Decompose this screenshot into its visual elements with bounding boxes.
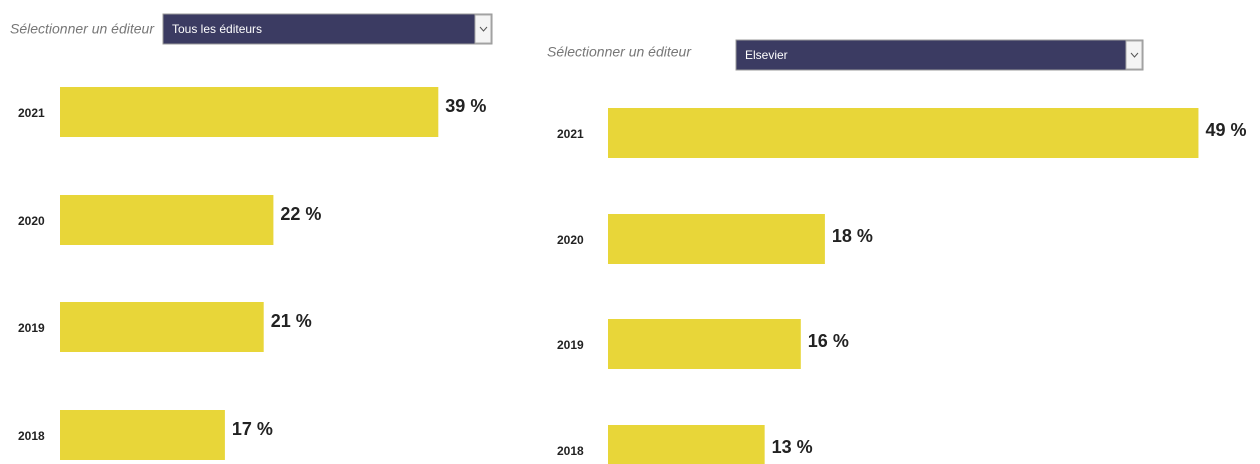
year-label: 2021 [18,106,45,120]
value-label: 18 % [832,226,873,246]
bar [60,302,264,352]
year-label: 2018 [557,444,584,458]
year-label: 2019 [18,321,45,335]
dropdown-arrow [479,26,488,32]
value-label: 17 % [232,419,273,439]
value-label: 22 % [280,204,321,224]
year-label: 2019 [557,338,584,352]
selector-value: Tous les éditeurs [172,22,262,36]
year-label: 2021 [557,127,584,141]
value-label: 16 % [808,331,849,351]
selector-value: Elsevier [745,48,788,62]
year-label: 2020 [18,214,45,228]
bar [608,425,765,464]
value-label: 13 % [772,437,813,457]
bar [60,87,439,137]
selector-label: Sélectionner un éditeur [10,21,155,37]
dropdown-arrow-box[interactable] [474,14,492,44]
value-label: 49 % [1205,120,1246,140]
bar [608,214,825,264]
dropdown[interactable] [735,39,1144,71]
bar [608,108,1199,158]
bar [60,410,225,460]
dropdown[interactable] [162,13,493,45]
bar [608,319,801,369]
value-label: 39 % [445,96,486,116]
value-label: 21 % [271,311,312,331]
year-label: 2020 [557,233,584,247]
dropdown-arrow-box[interactable] [1125,40,1143,70]
selector-label: Sélectionner un éditeur [547,44,692,60]
bar [60,195,274,245]
dropdown-arrow [1130,52,1139,58]
year-label: 2018 [18,429,45,443]
